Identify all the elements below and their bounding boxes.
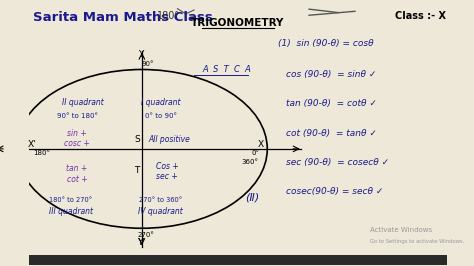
Text: cot +: cot + — [67, 175, 87, 184]
Text: 90° to 180°: 90° to 180° — [56, 113, 98, 119]
Text: 180°: 180° — [156, 11, 180, 21]
Text: (Ⅱ): (Ⅱ) — [246, 193, 260, 203]
Text: II quadrant: II quadrant — [63, 98, 104, 107]
Text: Activate Windows: Activate Windows — [370, 227, 432, 232]
Text: 180°: 180° — [33, 150, 50, 156]
Text: cosc +: cosc + — [64, 139, 90, 148]
Text: X: X — [258, 140, 264, 149]
Text: IV quadrant: IV quadrant — [138, 207, 183, 215]
Text: 0° to 90°: 0° to 90° — [145, 113, 177, 119]
Text: Sarita Mam Maths Class: Sarita Mam Maths Class — [33, 11, 213, 24]
Text: cot (90-θ)  = tanθ ✓: cot (90-θ) = tanθ ✓ — [286, 128, 377, 138]
Text: All positive: All positive — [148, 135, 190, 144]
Text: S: S — [134, 135, 140, 144]
Bar — [29, 255, 447, 265]
Text: X': X' — [28, 140, 36, 149]
Text: III quadrant: III quadrant — [49, 207, 93, 215]
Text: 270°: 270° — [137, 232, 155, 238]
Text: (1)  sin (90-θ) = cosθ: (1) sin (90-θ) = cosθ — [278, 39, 374, 48]
Text: I quadrant: I quadrant — [141, 98, 181, 107]
Text: T: T — [134, 165, 139, 174]
Text: 0°: 0° — [252, 150, 260, 156]
Text: TRIGONOMETRY: TRIGONOMETRY — [191, 18, 285, 28]
Text: Y: Y — [138, 51, 144, 59]
Text: tan +: tan + — [66, 164, 88, 173]
Text: Go to Settings to activate Windows.: Go to Settings to activate Windows. — [370, 239, 464, 244]
Text: cosec(90-θ) = secθ ✓: cosec(90-θ) = secθ ✓ — [286, 187, 383, 196]
Text: 180° to 270°: 180° to 270° — [49, 197, 92, 203]
Text: Cos +: Cos + — [155, 161, 178, 171]
Text: sec +: sec + — [156, 172, 178, 181]
Text: Y': Y' — [137, 238, 145, 247]
Text: cos (90-θ)  = sinθ ✓: cos (90-θ) = sinθ ✓ — [286, 70, 376, 79]
Text: sin +: sin + — [67, 128, 87, 138]
Text: sec (90-θ)  = cosecθ ✓: sec (90-θ) = cosecθ ✓ — [286, 158, 389, 167]
Text: 270° to 360°: 270° to 360° — [139, 197, 182, 203]
Text: tan (90-θ)  = cotθ ✓: tan (90-θ) = cotθ ✓ — [286, 99, 377, 108]
Text: 360°: 360° — [241, 159, 258, 165]
Text: 90°: 90° — [142, 61, 155, 67]
Text: A  S  T  C  A: A S T C A — [202, 65, 251, 74]
Text: Class :- X: Class :- X — [395, 11, 446, 21]
